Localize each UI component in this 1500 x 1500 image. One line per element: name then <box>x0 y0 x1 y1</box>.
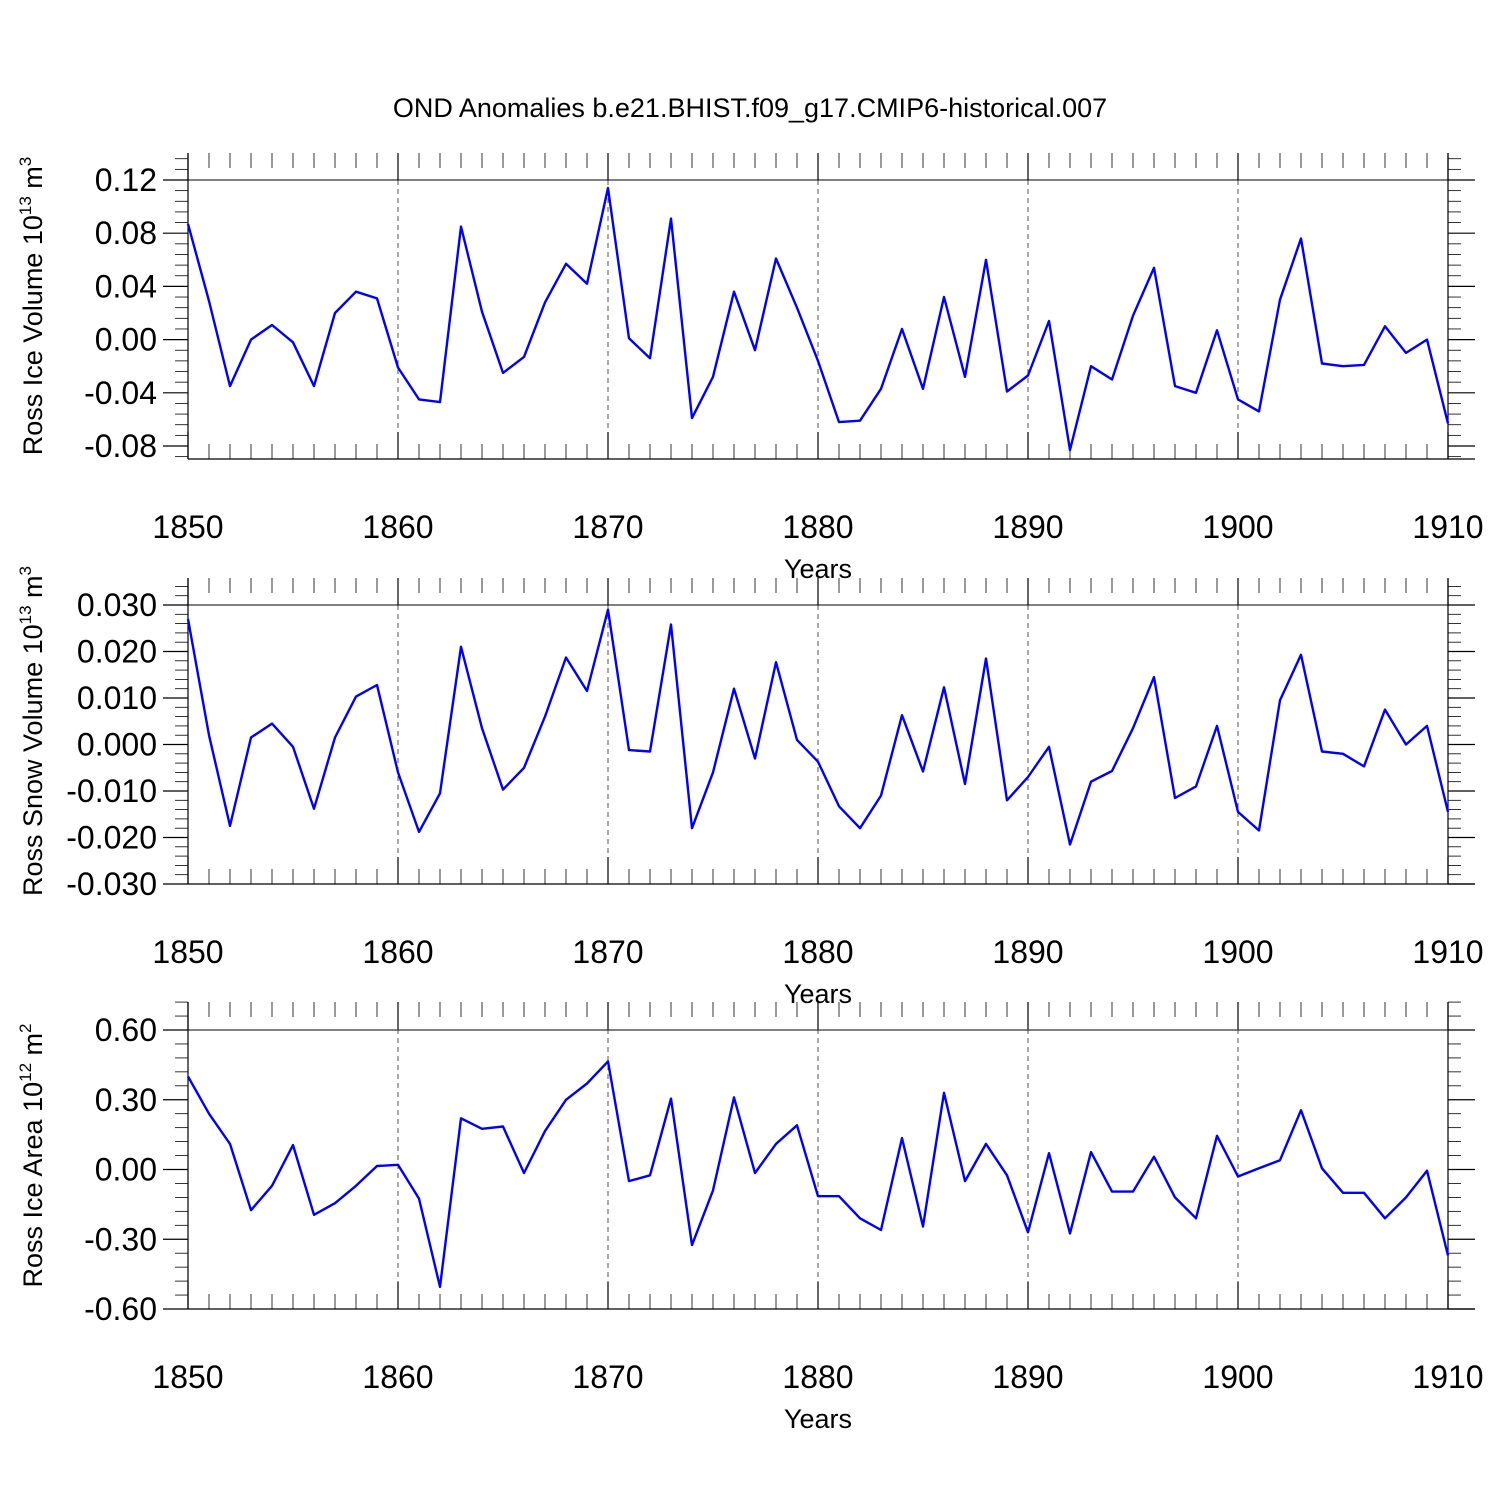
y-tick-label: 0.00 <box>95 322 157 358</box>
series-line <box>186 1060 1450 1289</box>
chart-panel-3: -0.60 -0.30 0.00 0.30 0.60 1850 1860 1870 1880 18… <box>16 1001 1484 1434</box>
x-tick-label: 1870 <box>572 1359 643 1395</box>
x-tick-label: 1890 <box>992 934 1063 970</box>
y-tick-label: 0.08 <box>95 215 157 251</box>
x-tick-label: 1910 <box>1412 934 1483 970</box>
x-tick-label: 1860 <box>362 934 433 970</box>
chart-panel-1: -0.08 -0.04 0.00 0.04 0.08 0.12 1850 1860 1870 18… <box>16 153 1484 584</box>
x-tick-label: 1860 <box>362 509 433 545</box>
x-tick-label: 1870 <box>572 509 643 545</box>
y-tick-label: -0.04 <box>84 375 157 411</box>
y-tick-label: 0.04 <box>95 268 157 304</box>
y-tick-label: -0.030 <box>66 866 157 902</box>
y-tick-label: -0.010 <box>66 773 157 809</box>
series-line <box>186 608 1450 846</box>
y-tick-label: -0.30 <box>84 1221 157 1257</box>
x-tick-label: 1850 <box>152 1359 223 1395</box>
x-tick-label: 1910 <box>1412 1359 1483 1395</box>
chart-title: OND Anomalies b.e21.BHIST.f09_g17.CMIP6-… <box>393 93 1107 123</box>
y-axis-title: Ross Ice Area 1012 m2 <box>16 1023 48 1287</box>
chart-panel-2: -0.030 -0.020 -0.010 0.000 0.010 0.020 0.030 18… <box>16 566 1484 1009</box>
x-tick-label: 1850 <box>152 934 223 970</box>
y-tick-label: 0.030 <box>77 587 157 623</box>
y-tick-label: 0.30 <box>95 1082 157 1118</box>
x-tick-label: 1850 <box>152 509 223 545</box>
y-tick-label: -0.020 <box>66 820 157 856</box>
y-tick-label: 0.60 <box>95 1012 157 1048</box>
x-tick-label: 1880 <box>782 509 853 545</box>
x-axis-title: Years <box>784 1404 852 1434</box>
y-tick-label: 0.010 <box>77 680 157 716</box>
x-tick-label: 1860 <box>362 1359 433 1395</box>
y-axis-title: Ross Snow Volume 1013 m3 <box>16 566 48 896</box>
x-tick-label: 1870 <box>572 934 643 970</box>
y-tick-label: -0.60 <box>84 1291 157 1327</box>
x-tick-label: 1880 <box>782 934 853 970</box>
y-tick-label: 0.020 <box>77 634 157 670</box>
y-tick-label: -0.08 <box>84 428 157 464</box>
x-tick-label: 1900 <box>1202 1359 1273 1395</box>
y-tick-label: 0.00 <box>95 1152 157 1188</box>
series-line <box>186 186 1450 452</box>
x-tick-label: 1880 <box>782 1359 853 1395</box>
x-tick-label: 1890 <box>992 509 1063 545</box>
x-tick-label: 1900 <box>1202 509 1273 545</box>
x-tick-label: 1900 <box>1202 934 1273 970</box>
y-tick-label: 0.000 <box>77 727 157 763</box>
y-tick-label: 0.12 <box>95 162 157 198</box>
y-axis-title: Ross Ice Volume 1013 m3 <box>16 157 48 456</box>
x-tick-label: 1890 <box>992 1359 1063 1395</box>
x-tick-label: 1910 <box>1412 509 1483 545</box>
